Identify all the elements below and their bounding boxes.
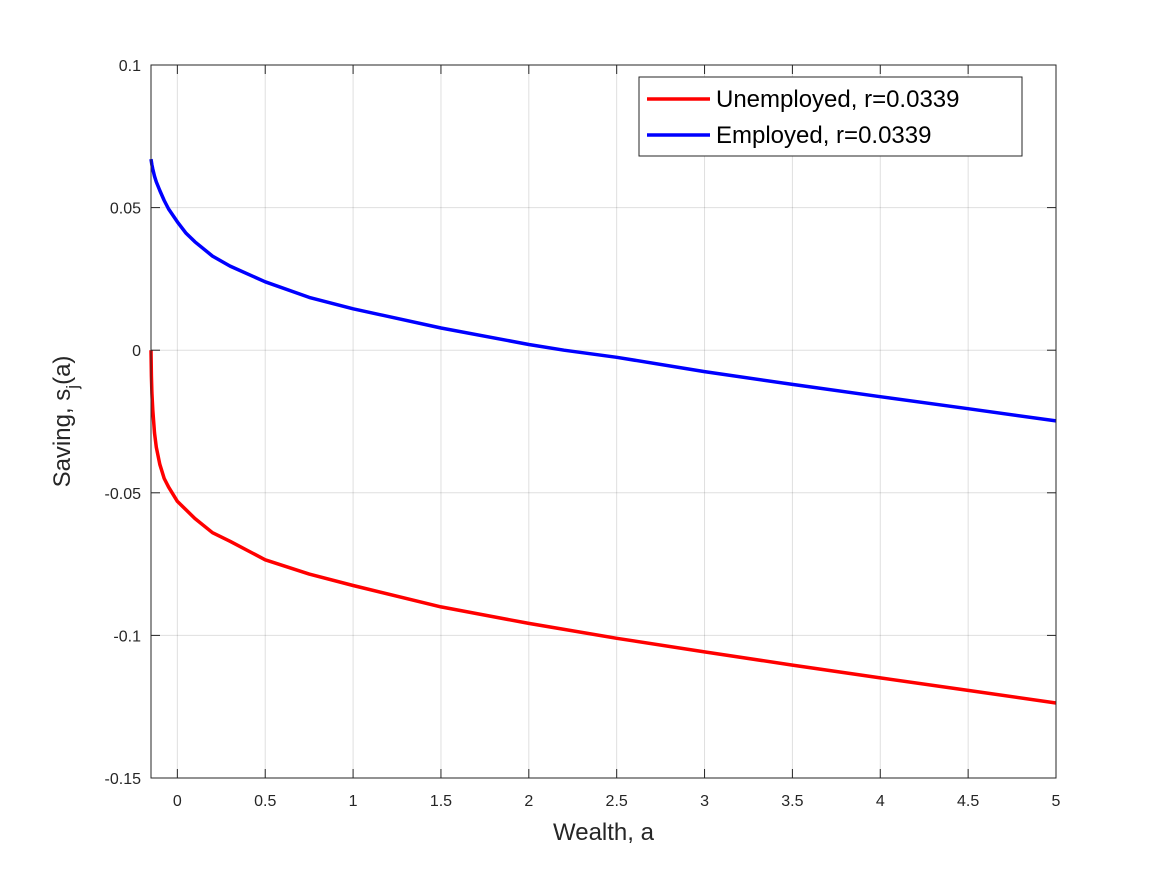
x-tick-label: 1.5 [430, 793, 452, 810]
y-axis-label-main: Saving, s [49, 389, 76, 488]
legend: Unemployed, r=0.0339 Employed, r=0.0339 [638, 76, 1023, 157]
y-tick-label: 0 [132, 343, 141, 360]
legend-label-employed: Employed, r=0.0339 [716, 122, 931, 149]
x-tick-label: 0.5 [254, 793, 276, 810]
x-tick-label: 0 [173, 793, 182, 810]
axis-ticks [151, 64, 1057, 779]
y-tick-label: 0.1 [119, 58, 141, 75]
x-axis-label: Wealth, a [553, 819, 655, 846]
y-tick-label: -0.1 [113, 628, 141, 645]
x-tick-label: 3.5 [781, 793, 803, 810]
x-tick-label: 5 [1052, 793, 1061, 810]
x-tick-label: 2 [524, 793, 533, 810]
y-tick-labels: -0.15 -0.1 -0.05 0 0.05 0.1 [105, 58, 142, 788]
plot-area [151, 65, 1056, 778]
x-tick-label: 2.5 [606, 793, 628, 810]
x-tick-labels: 0 0.5 1 1.5 2 2.5 3 3.5 4 4.5 5 [173, 793, 1061, 810]
y-axis-label-subscript: j [63, 385, 82, 390]
x-tick-label: 1 [349, 793, 358, 810]
y-axis-label: Saving, sj(a) [49, 356, 82, 488]
y-tick-label: -0.05 [105, 486, 142, 503]
x-tick-label: 4.5 [957, 793, 979, 810]
y-tick-label: 0.05 [110, 201, 141, 218]
series-lines [149, 158, 1057, 705]
legend-box [638, 76, 1023, 157]
x-tick-label: 3 [700, 793, 709, 810]
x-tick-label: 4 [876, 793, 885, 810]
plot-frame [150, 64, 1057, 779]
series-line-unemployed [149, 350, 1057, 705]
legend-label-unemployed: Unemployed, r=0.0339 [716, 86, 960, 113]
y-axis-label-end: (a) [49, 356, 76, 385]
y-tick-label: -0.15 [105, 771, 142, 788]
series-line-employed [149, 158, 1057, 423]
